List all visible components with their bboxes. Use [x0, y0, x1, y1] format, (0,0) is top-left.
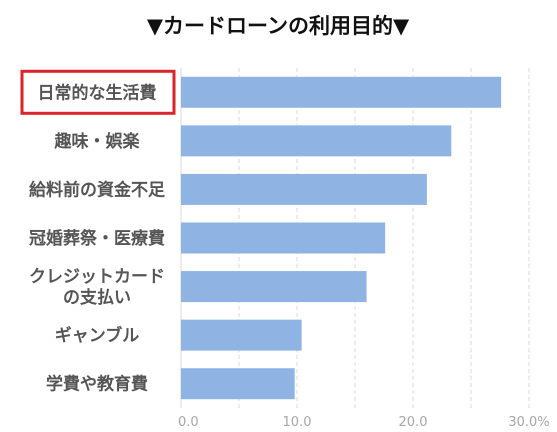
bar [181, 222, 386, 254]
bar [181, 173, 427, 205]
category-label: ギャンブル [55, 325, 140, 346]
category-label: 給料前の資金不足 [29, 179, 165, 200]
x-tick-label: 10.0 [283, 415, 312, 430]
category-label: 学費や教育費 [46, 374, 148, 395]
bar [181, 368, 295, 400]
bar [181, 76, 502, 108]
x-tick-label: 20.0 [399, 415, 428, 430]
bar [181, 125, 452, 157]
category-label: 趣味・娯楽 [54, 131, 141, 152]
bars [181, 76, 502, 400]
category-label: クレジットカードの支払い [29, 267, 165, 308]
category-labels: 日常的な生活費趣味・娯楽給料前の資金不足冠婚葬祭・医療費クレジットカードの支払い… [20, 69, 176, 395]
bar [181, 319, 302, 351]
category-label: 日常的な生活費 [38, 82, 157, 103]
bar [181, 271, 367, 303]
category-label: 冠婚葬祭・医療費 [29, 228, 165, 249]
x-tick-label: 30.0% [508, 415, 549, 430]
x-tick-labels: 0.0 10.0 20.0 30.0% [178, 415, 550, 430]
highlight-box [20, 69, 176, 115]
x-tick-label: 0.0 [178, 415, 199, 430]
chart-title: ▼カードローンの利用目的▼ [147, 14, 410, 38]
